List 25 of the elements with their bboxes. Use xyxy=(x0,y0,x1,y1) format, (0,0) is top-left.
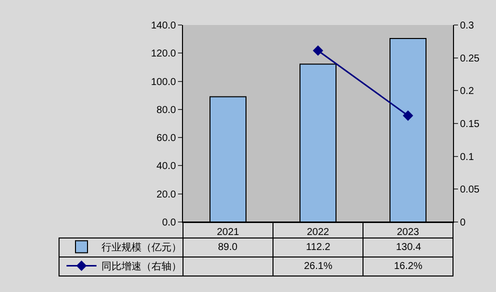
x-tick-label: 2022 xyxy=(306,227,330,238)
y2-tick-label: 0.3 xyxy=(460,20,474,32)
legend-label: 同比增速（右轴） xyxy=(102,260,182,273)
data-label: 16.2% xyxy=(394,261,422,272)
y2-tick-label: 0.05 xyxy=(460,184,480,196)
x-tick-label: 2021 xyxy=(216,227,240,238)
y-tick-label: 40.0 xyxy=(156,161,176,172)
y-tick-label: 120.0 xyxy=(150,48,176,60)
y2-tick-label: 0.1 xyxy=(460,152,474,163)
data-label: 130.4 xyxy=(396,242,422,253)
y2-tick-label: 0 xyxy=(460,218,466,228)
y-tick-label: 140.0 xyxy=(150,20,176,32)
y2-tick-label: 0.15 xyxy=(460,119,480,130)
data-label: 89.0 xyxy=(218,242,238,253)
x-tick-label: 2023 xyxy=(396,227,420,238)
y-tick-label: 20.0 xyxy=(156,189,176,200)
y2-tick-label: 0.25 xyxy=(460,53,480,64)
y-tick-label: 60.0 xyxy=(156,133,176,144)
y-tick-label: 80.0 xyxy=(156,104,176,116)
y2-tick-label: 0.2 xyxy=(460,86,474,98)
data-label: 26.1% xyxy=(304,261,332,272)
y-tick-label: 100.0 xyxy=(150,76,176,88)
legend-label: 行业规模（亿元） xyxy=(102,242,182,254)
y-tick-label: 0.0 xyxy=(162,218,176,228)
data-label: 112.2 xyxy=(306,242,331,253)
